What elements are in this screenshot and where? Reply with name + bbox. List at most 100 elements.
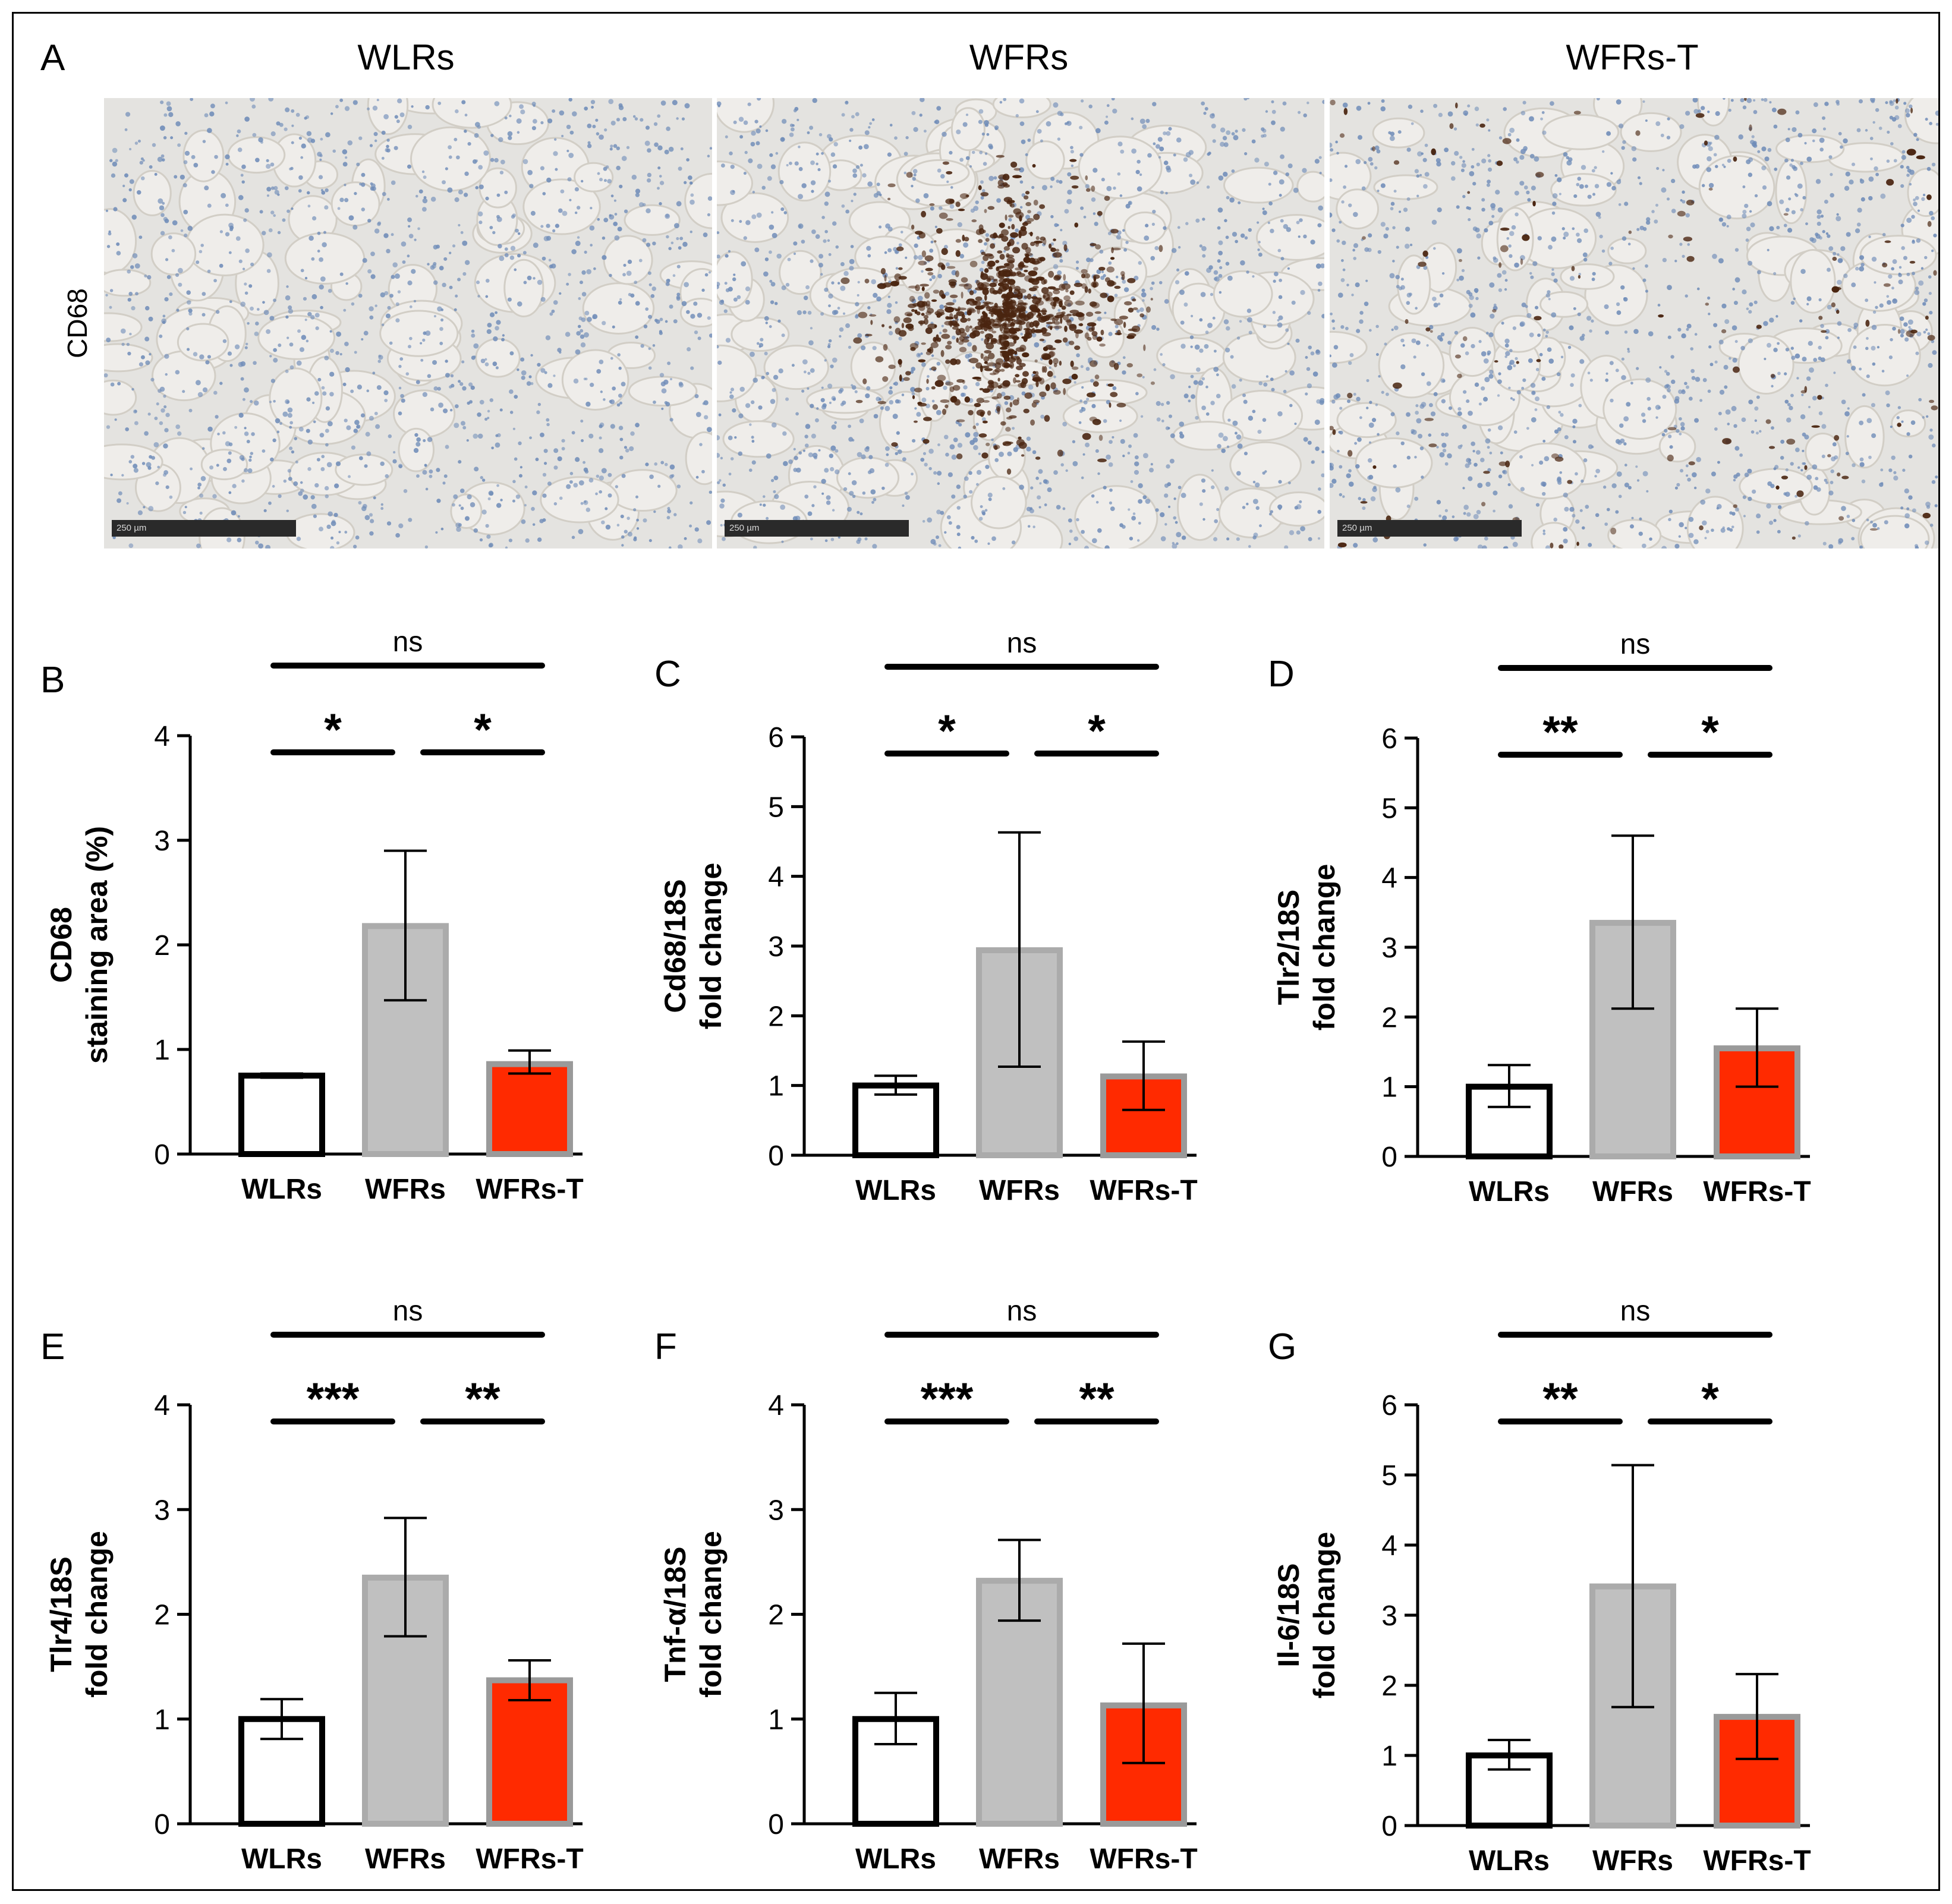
sig-label: * [1701,707,1719,758]
scale-bar-label: 250 µm [729,523,760,533]
sig-label: * [324,705,342,755]
sig-label-ns: ns [1620,629,1651,660]
sig-label-ns: ns [393,1295,423,1327]
y-tick-label: 0 [154,1139,170,1171]
y-tick-label: 1 [154,1035,170,1066]
y-tick-label: 4 [1381,1530,1397,1562]
panel-letter: C [654,654,681,695]
y-tick-label: 0 [768,1140,784,1172]
y-axis-label: Cd68/18S [659,879,692,1013]
y-axis-label: Tlr2/18S [1272,890,1305,1005]
y-tick-label: 4 [768,862,784,893]
sig-label-ns: ns [1007,1295,1037,1327]
y-tick-label: 1 [768,1071,784,1102]
scale-bar-label: 250 µm [1342,523,1372,533]
y-axis-label: staining area (%) [80,826,114,1064]
x-tick-label: WLRs [1469,1845,1550,1877]
x-tick-label: WFRs-T [1703,1176,1811,1208]
bar-wfrst [486,1677,573,1827]
x-tick-label: WFRs [1592,1845,1673,1877]
y-tick-label: 3 [1381,1600,1397,1632]
scale-bar-wfrst: 250 µm [1337,520,1522,537]
y-axis-label: CD68 [45,907,78,983]
x-tick-label: WFRs [1592,1176,1673,1208]
bar-wfrst [486,1061,573,1158]
bar-wlrs [238,1073,325,1157]
y-axis-label: fold change [1308,1532,1341,1699]
y-axis-label: fold change [694,1531,728,1698]
y-tick-label: 5 [1381,793,1397,824]
x-tick-label: WLRs [855,1175,936,1206]
chart-panel-f: F 0 1 2 3 4 Tnf-α/18S fold change WLRs WFRs WFRs-T… [654,1295,1198,1875]
sig-label: *** [921,1374,974,1424]
y-tick-label: 3 [1381,932,1397,964]
micrograph-wfrs [717,98,1324,548]
sig-label-ns: ns [393,626,423,658]
panel-letter: E [40,1326,65,1367]
y-tick-label: 2 [1381,1670,1397,1702]
panel-letter: F [654,1326,677,1367]
chart-panel-e: E 0 1 2 3 4 Tlr4/18S fold change WLRs WFRs WFRs-T *… [40,1295,584,1875]
y-tick-label: 0 [154,1809,170,1840]
y-tick-label: 4 [1381,863,1397,894]
y-tick-label: 1 [154,1704,170,1736]
chart-panel-d: D 0 1 2 3 4 5 6 Tlr2/18S fold change WLRs WFRs WFRs-… [1268,629,1811,1208]
panel-letter: G [1268,1326,1296,1367]
y-tick-label: 2 [768,1600,784,1631]
y-tick-label: 0 [768,1809,784,1840]
x-tick-label: WFRs-T [1090,1175,1197,1206]
x-tick-label: WFRs-T [1703,1845,1811,1877]
y-axis-label: Il-6/18S [1272,1563,1305,1667]
sig-label: ** [1542,707,1578,758]
sig-label: ** [1542,1374,1578,1424]
x-tick-label: WFRs [365,1843,446,1875]
y-tick-label: 6 [768,722,784,754]
panel-a-letter: A [40,37,65,78]
scale-bar-wfrs: 250 µm [725,520,909,537]
chart-panel-c: C 0 1 2 3 4 5 6 Cd68/18S fold change WLRs WFRs WFRs-… [654,628,1198,1206]
y-axis-label: Tnf-α/18S [659,1547,692,1682]
y-tick-label: 6 [1381,1390,1397,1421]
image-title-wfrst: WFRs-T [1566,37,1699,77]
x-tick-label: WLRs [241,1174,322,1205]
x-tick-label: WLRs [241,1843,322,1875]
y-tick-label: 0 [1381,1811,1397,1842]
micrograph-wlrs [104,98,712,548]
y-axis-label: fold change [1308,864,1341,1031]
y-tick-label: 6 [1381,723,1397,755]
y-tick-label: 2 [768,1001,784,1032]
image-title-wfrs: WFRs [969,37,1069,77]
sig-label-ns: ns [1620,1295,1651,1327]
y-tick-label: 5 [1381,1460,1397,1492]
bar-wfrs [362,923,449,1157]
y-tick-label: 4 [154,1390,170,1421]
y-tick-label: 2 [154,930,170,962]
y-tick-label: 2 [154,1600,170,1631]
y-tick-label: 3 [768,1495,784,1526]
y-tick-label: 1 [1381,1741,1397,1772]
y-tick-label: 3 [154,1495,170,1526]
x-tick-label: WFRs-T [476,1174,583,1205]
sig-label: * [1701,1374,1719,1424]
scale-bar-label: 250 µm [117,523,147,533]
micrograph-wfrst [1330,98,1938,548]
sig-label: ** [465,1374,500,1424]
x-tick-label: WLRs [855,1843,936,1875]
y-tick-label: 4 [768,1390,784,1421]
y-axis-label: fold change [694,863,728,1030]
figure-frame [12,12,1940,1891]
y-tick-label: 3 [154,825,170,857]
scale-bar-wlrs: 250 µm [112,520,296,537]
sig-label: *** [307,1374,360,1424]
y-tick-label: 4 [154,721,170,752]
bar-wlrs [852,1082,939,1158]
y-tick-label: 1 [768,1704,784,1736]
chart-panel-b: B 0 1 2 3 4 CD68 staining area (%) WLRs WFRs WFRs-… [40,626,584,1205]
tissue-texture [717,98,1324,548]
y-axis-label: fold change [80,1531,114,1698]
sig-label: ** [1079,1374,1114,1424]
sig-label-ns: ns [1007,628,1037,659]
y-tick-label: 0 [1381,1142,1397,1173]
sig-label: * [474,705,492,755]
